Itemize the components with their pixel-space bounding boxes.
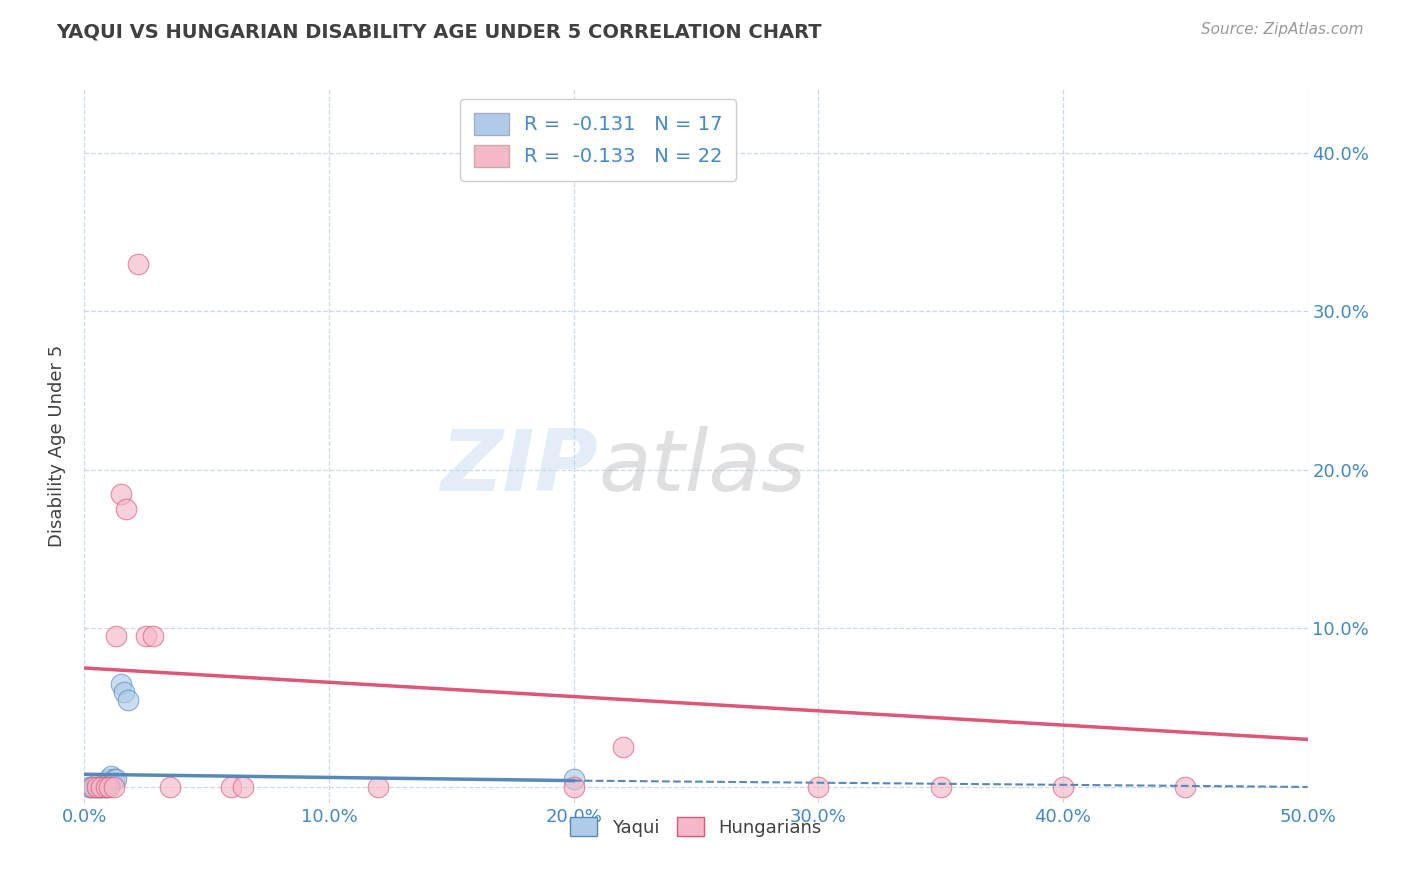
Point <box>367 780 389 794</box>
Point <box>103 780 125 794</box>
Point <box>86 780 108 794</box>
Point <box>90 780 112 794</box>
Point <box>127 257 149 271</box>
Point <box>77 780 100 794</box>
Point <box>112 685 135 699</box>
Point <box>105 772 128 786</box>
Point <box>562 780 585 794</box>
Point <box>135 629 157 643</box>
Legend: Yaqui, Hungarians: Yaqui, Hungarians <box>562 810 830 844</box>
Point <box>929 780 952 794</box>
Point <box>110 677 132 691</box>
Point <box>562 772 585 786</box>
Text: YAQUI VS HUNGARIAN DISABILITY AGE UNDER 5 CORRELATION CHART: YAQUI VS HUNGARIAN DISABILITY AGE UNDER … <box>56 22 823 41</box>
Point <box>96 780 118 794</box>
Point <box>1174 780 1197 794</box>
Point <box>1052 780 1074 794</box>
Point <box>80 780 103 794</box>
Point <box>807 780 830 794</box>
Point <box>80 780 103 794</box>
Text: Source: ZipAtlas.com: Source: ZipAtlas.com <box>1201 22 1364 37</box>
Point <box>86 777 108 791</box>
Point <box>97 780 120 794</box>
Point <box>232 780 254 794</box>
Point <box>117 692 139 706</box>
Point <box>90 780 112 794</box>
Point <box>115 502 138 516</box>
Point <box>142 629 165 643</box>
Point <box>86 780 108 794</box>
Point <box>97 772 120 786</box>
Point <box>159 780 181 794</box>
Point <box>100 769 122 783</box>
Text: atlas: atlas <box>598 425 806 509</box>
Point <box>219 780 242 794</box>
Point <box>612 740 634 755</box>
Y-axis label: Disability Age Under 5: Disability Age Under 5 <box>48 345 66 547</box>
Text: ZIP: ZIP <box>440 425 598 509</box>
Point <box>96 780 118 794</box>
Point <box>103 772 125 786</box>
Point <box>93 780 115 794</box>
Point <box>110 486 132 500</box>
Point <box>105 629 128 643</box>
Point <box>83 780 105 794</box>
Point <box>87 780 110 794</box>
